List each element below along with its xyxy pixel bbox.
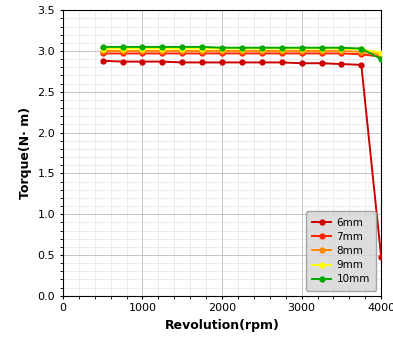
9mm (180, 47, 185, 51)
8mm (180, 49, 185, 53)
8mm (120, 49, 125, 53)
6mm (379, 255, 384, 259)
8mm (339, 49, 344, 53)
8mm (100, 49, 105, 53)
8mm (200, 49, 204, 53)
9mm (259, 47, 264, 51)
6mm (220, 61, 224, 65)
7mm (180, 51, 185, 55)
6mm (180, 61, 185, 65)
6mm (160, 59, 165, 64)
6mm (339, 62, 344, 66)
8mm (319, 49, 324, 53)
7mm (160, 51, 165, 55)
8mm (259, 49, 264, 53)
9mm (359, 47, 364, 51)
8mm (379, 52, 384, 56)
9mm (100, 47, 105, 51)
7mm (240, 51, 244, 55)
10mm (140, 45, 145, 49)
6mm (100, 59, 105, 63)
6mm (279, 61, 284, 65)
Line: 6mm: 6mm (100, 58, 384, 260)
6mm (359, 63, 364, 67)
7mm (140, 51, 145, 55)
9mm (240, 47, 244, 51)
8mm (279, 49, 284, 53)
10mm (319, 46, 324, 50)
10mm (279, 46, 284, 50)
8mm (220, 49, 224, 53)
10mm (299, 46, 304, 50)
6mm (240, 61, 244, 65)
6mm (120, 59, 125, 64)
7mm (100, 51, 105, 55)
10mm (359, 47, 364, 51)
Y-axis label: Torque(N· m): Torque(N· m) (19, 107, 32, 199)
10mm (200, 45, 204, 49)
X-axis label: Revolution(rpm): Revolution(rpm) (165, 319, 279, 332)
10mm (120, 45, 125, 49)
7mm (379, 55, 384, 59)
9mm (140, 47, 145, 51)
8mm (359, 50, 364, 54)
10mm (100, 45, 105, 49)
10mm (240, 46, 244, 50)
6mm (299, 61, 304, 65)
Line: 10mm: 10mm (100, 45, 384, 62)
10mm (160, 45, 165, 49)
9mm (299, 47, 304, 51)
9mm (379, 51, 384, 55)
Line: 9mm: 9mm (100, 46, 384, 55)
10mm (339, 46, 344, 50)
7mm (359, 52, 364, 56)
Legend: 6mm, 7mm, 8mm, 9mm, 10mm: 6mm, 7mm, 8mm, 9mm, 10mm (306, 211, 376, 291)
Line: 8mm: 8mm (100, 49, 384, 57)
9mm (200, 47, 204, 51)
10mm (259, 46, 264, 50)
6mm (259, 61, 264, 65)
6mm (140, 59, 145, 64)
7mm (299, 51, 304, 55)
8mm (140, 49, 145, 53)
6mm (319, 61, 324, 65)
Line: 7mm: 7mm (100, 51, 384, 59)
7mm (339, 51, 344, 55)
7mm (319, 51, 324, 55)
9mm (319, 47, 324, 51)
10mm (180, 45, 185, 49)
8mm (160, 49, 165, 53)
9mm (339, 47, 344, 51)
9mm (279, 47, 284, 51)
9mm (220, 47, 224, 51)
6mm (200, 61, 204, 65)
7mm (200, 51, 204, 55)
7mm (279, 51, 284, 55)
7mm (220, 51, 224, 55)
8mm (240, 49, 244, 53)
7mm (259, 51, 264, 55)
9mm (120, 47, 125, 51)
10mm (220, 46, 224, 50)
10mm (379, 57, 384, 61)
9mm (160, 47, 165, 51)
8mm (299, 49, 304, 53)
7mm (120, 51, 125, 55)
